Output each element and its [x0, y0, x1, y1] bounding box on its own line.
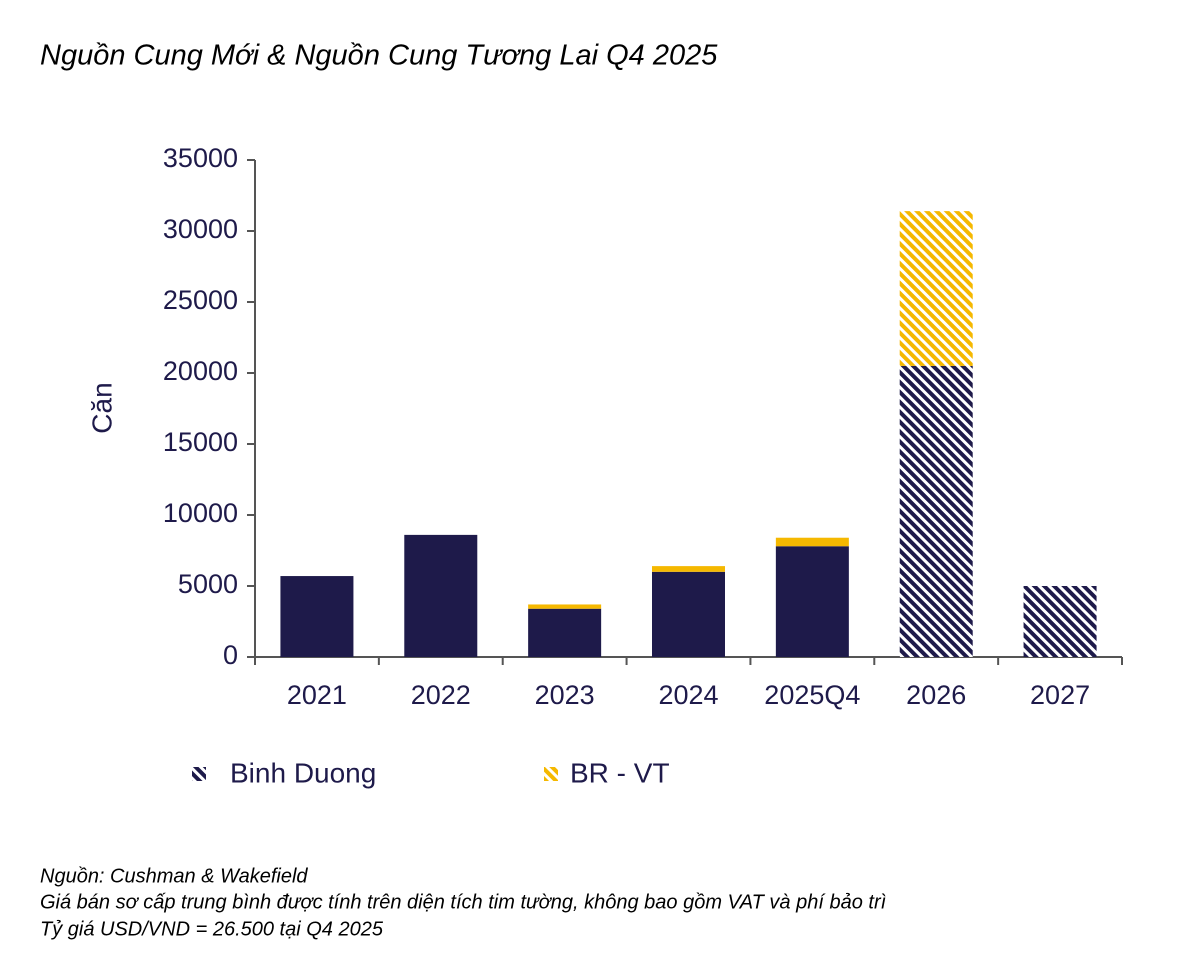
y-tick-label: 30000 — [163, 214, 238, 244]
bar-segment — [652, 566, 725, 572]
y-tick-label: 20000 — [163, 356, 238, 386]
y-tick-label: 10000 — [163, 498, 238, 528]
bar-segment — [775, 537, 849, 547]
x-tick-label: 2022 — [411, 680, 471, 710]
legend-swatch — [192, 767, 206, 781]
rate-note: Tỷ giá USD/VND = 26.500 tại Q4 2025 — [40, 918, 384, 940]
chart-title: Nguồn Cung Mới & Nguồn Cung Tương Lai Q4… — [40, 40, 718, 72]
bar-segment — [528, 604, 602, 609]
bar-segment — [899, 365, 973, 657]
source-note: Nguồn: Cushman & Wakefield — [40, 865, 308, 887]
x-tick-label: 2024 — [658, 680, 718, 710]
price-note: Giá bán sơ cấp trung bình được tính trên… — [40, 891, 886, 913]
x-tick-label: 2023 — [535, 680, 595, 710]
bar-segment — [652, 571, 725, 657]
legend-label: BR - VT — [570, 757, 670, 788]
legend-label: Binh Duong — [230, 757, 376, 788]
y-tick-label: 25000 — [163, 285, 238, 315]
bar-segment — [528, 608, 602, 657]
bar-segment — [775, 546, 849, 657]
bar-segment — [899, 211, 973, 366]
bar-segment — [1023, 586, 1097, 657]
bar-segment — [280, 576, 354, 657]
y-tick-label: 0 — [223, 640, 238, 670]
x-tick-label: 2026 — [906, 680, 966, 710]
y-tick-label: 35000 — [163, 143, 238, 173]
x-tick-label: 2025Q4 — [764, 680, 860, 710]
legend-swatch — [544, 767, 558, 781]
x-tick-label: 2027 — [1030, 680, 1090, 710]
bar-segment — [404, 534, 478, 657]
y-axis-label: Căn — [86, 382, 117, 433]
y-tick-label: 15000 — [163, 427, 238, 457]
y-tick-label: 5000 — [178, 569, 238, 599]
x-tick-label: 2021 — [287, 680, 347, 710]
